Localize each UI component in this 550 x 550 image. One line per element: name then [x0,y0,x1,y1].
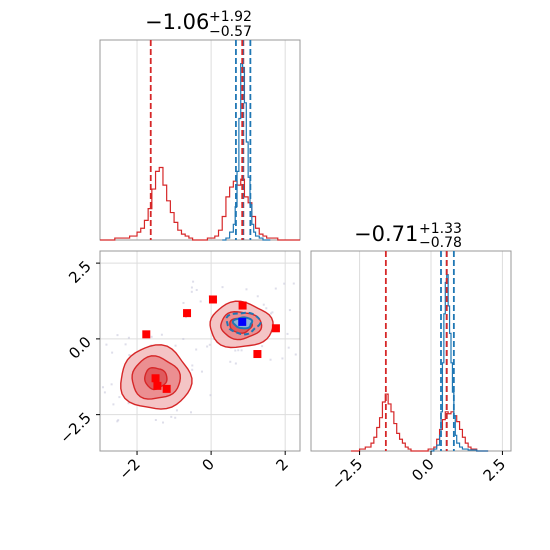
marker-5 [253,350,262,359]
sample-point [265,307,268,310]
sample-point [292,282,295,285]
sample-point [127,402,130,405]
sample-point [191,368,194,371]
sample-point [269,358,272,361]
sample-point [199,300,202,303]
title-2-sup: +1.33 [419,221,462,237]
y-tick-label: 2.5 [65,257,95,287]
marker-8 [162,384,171,393]
sample-point [262,303,265,306]
marker-3 [208,295,217,304]
title-2-main: −0.71 [354,222,418,246]
marker-4 [238,301,247,310]
histogram-series-1 [100,166,300,241]
y-tick-label: −2.5 [56,409,94,447]
title-1-sub: −0.57 [209,24,252,40]
sample-point [162,421,165,424]
sample-point [118,396,121,399]
marker-9 [153,381,162,390]
sample-point [182,301,185,304]
title-param-2: −0.71 +1.33 −0.78 [354,221,462,251]
sample-point [195,348,198,351]
sample-point [154,418,157,421]
sample-point [174,416,177,419]
sample-point [190,286,193,289]
x-tick-label: −2 [115,455,143,483]
sample-point [150,335,153,338]
axes-frame [99,250,301,452]
title-1-main: −1.06 [145,10,209,34]
sample-point [116,420,119,423]
sample-point [294,353,297,356]
sample-point [200,370,203,373]
sample-point [261,345,264,348]
sample-point [175,409,178,412]
axes-frame [310,250,512,452]
sample-point [116,334,119,337]
sample-point [234,349,237,352]
marginal-histogram-param-1 [99,39,301,241]
sample-point [190,290,193,293]
sample-point [234,362,237,365]
sample-point [221,286,224,289]
x-tick-label: 2 [273,455,292,474]
histogram-series-1 [351,393,489,452]
x-tick-label: 0 [198,455,217,474]
sample-point [112,403,115,406]
title-2-sub: −0.78 [419,235,462,251]
sample-point [256,295,259,298]
y-tick-label: 0.0 [65,333,95,363]
marginal-histogram-param-2: −2.5 0.0 2.5 [310,250,512,494]
x-tick-label: 0.0 [408,455,438,485]
marker-7 [151,374,160,383]
sample-point [208,343,211,346]
title-param-1: −1.06 +1.92 −0.57 [145,9,252,40]
sample-point [245,288,248,291]
sample-point [192,280,195,283]
sample-point [229,360,232,363]
sample-point [283,282,286,285]
sample-point [209,394,212,397]
sample-point [111,351,114,354]
marker-10 [238,317,247,326]
sample-point [191,364,194,367]
sample-point [160,333,163,336]
histogram-series-2 [222,62,271,241]
sample-point [170,415,173,418]
sample-point [174,344,177,347]
x-tick-label: −2.5 [328,455,366,493]
sample-point [182,337,185,340]
sample-point [103,391,106,394]
sample-point [110,383,113,386]
sample-point [195,288,198,291]
sample-point [124,343,127,346]
sample-point [206,345,209,348]
sample-point [237,349,240,352]
marker-1 [142,330,151,339]
sample-point [101,386,104,389]
marker-6 [271,324,280,333]
sample-point [189,411,192,414]
sample-point [105,343,108,346]
sample-point [240,349,243,352]
sample-point [128,354,131,357]
joint-contour-plot: −2 0 2 2.5 0.0 −2.5 [56,250,301,483]
sample-point [287,346,290,349]
sample-point [274,287,277,290]
sample-point [271,311,274,314]
sample-point [281,357,284,360]
sample-point [286,332,289,335]
sample-point [270,312,273,315]
sample-point [288,309,291,312]
title-1-sup: +1.92 [209,9,252,25]
sample-point [117,419,120,422]
blue-contour-level1 [225,311,262,336]
marker-2 [183,309,192,318]
axes-frame [99,39,301,241]
x-tick-label: 2.5 [480,455,510,485]
sample-point [127,336,130,339]
